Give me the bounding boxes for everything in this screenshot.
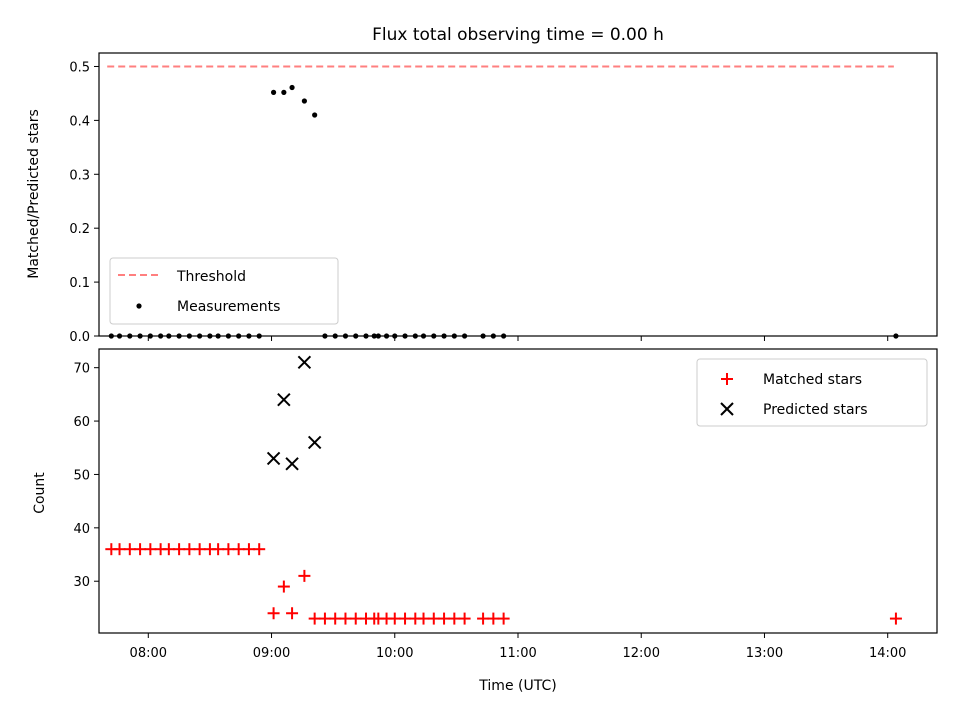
matched-star-point <box>889 612 902 625</box>
matched-star-point <box>123 543 136 556</box>
legend-measurements-swatch <box>136 303 142 309</box>
matched-star-point <box>388 612 401 625</box>
matched-star-point <box>448 612 461 625</box>
matched-star-point <box>427 612 440 625</box>
predicted-star-point <box>307 435 322 450</box>
matched-star-point <box>113 543 126 556</box>
y-tick-label: 50 <box>73 468 90 483</box>
matched-star-point <box>497 612 510 625</box>
matched-star-point <box>212 543 225 556</box>
matched-star-point <box>339 612 352 625</box>
measurement-point <box>301 98 307 104</box>
x-axis-label: Time (UTC) <box>478 678 556 694</box>
y-tick-label: 30 <box>73 575 90 590</box>
legend-predicted-swatch <box>720 402 734 416</box>
matched-star-point <box>144 543 157 556</box>
chart-title: Flux total observing time = 0.00 h <box>372 25 664 45</box>
bottom-legend: Matched stars Predicted stars <box>696 358 928 427</box>
legend-matched-label: Matched stars <box>763 372 862 388</box>
predicted-star-point <box>277 393 291 407</box>
x-tick-label: 13:00 <box>746 646 783 661</box>
bottom-y-ticks: 30 40 50 60 70 <box>73 362 99 590</box>
top-panel: Flux total observing time = 0.00 h Match… <box>26 25 938 345</box>
matched-star-point <box>173 543 186 556</box>
y-tick-label: 0.2 <box>69 222 90 237</box>
matched-star-point <box>193 543 206 556</box>
y-tick-label: 60 <box>73 415 90 430</box>
legend-threshold-label: Threshold <box>176 269 246 285</box>
y-tick-label: 0.0 <box>69 330 90 345</box>
matched-star-point <box>222 543 235 556</box>
legend-matched-swatch <box>721 373 733 385</box>
matched-star-point <box>298 569 311 582</box>
bottom-plot-area <box>105 355 902 625</box>
bottom-y-axis-label: Count <box>32 472 48 514</box>
top-y-ticks: 0.0 0.1 0.2 0.3 0.4 0.5 <box>69 60 99 345</box>
matched-star-point <box>458 612 471 625</box>
x-tick-label: 14:00 <box>869 646 906 661</box>
predicted-star-point <box>297 355 312 370</box>
bottom-panel: Count Time (UTC) 30 40 50 60 70 08:00 09:00 10… <box>32 348 938 694</box>
legend-measurements-label: Measurements <box>177 299 280 315</box>
x-tick-label: 09:00 <box>253 646 290 661</box>
matched-star-point <box>318 612 331 625</box>
matched-star-point <box>329 612 342 625</box>
predicted-star-point <box>266 451 281 466</box>
x-tick-label: 10:00 <box>376 646 413 661</box>
matched-star-point <box>438 612 451 625</box>
top-legend: Threshold Measurements <box>109 257 339 325</box>
top-y-axis-label: Matched/Predicted stars <box>26 109 42 279</box>
top-x-ticks <box>147 336 889 341</box>
matched-star-point <box>134 543 147 556</box>
bottom-legend-box <box>696 358 928 427</box>
y-tick-label: 0.1 <box>69 276 90 291</box>
x-tick-label: 11:00 <box>499 646 536 661</box>
matched-star-point <box>477 612 490 625</box>
matched-star-point <box>267 607 280 620</box>
matched-star-point <box>277 580 290 593</box>
x-tick-label: 12:00 <box>623 646 660 661</box>
matched-star-point <box>253 543 266 556</box>
legend-predicted-label: Predicted stars <box>763 402 868 418</box>
top-axes-frame <box>98 52 938 337</box>
y-tick-label: 70 <box>73 362 90 377</box>
matched-star-point <box>308 612 321 625</box>
matched-star-point <box>286 607 299 620</box>
measurement-point <box>312 112 318 118</box>
y-tick-label: 0.5 <box>69 60 90 75</box>
matched-star-point <box>487 612 500 625</box>
y-tick-label: 0.3 <box>69 168 90 183</box>
measurement-point <box>289 84 295 91</box>
predicted-star-point <box>285 457 299 471</box>
top-legend-box <box>109 257 339 325</box>
matched-star-point <box>399 612 412 625</box>
matched-star-point <box>232 543 245 556</box>
y-tick-label: 40 <box>73 522 90 537</box>
matched-star-point <box>162 543 175 556</box>
matched-star-point <box>417 612 430 625</box>
matched-star-point <box>242 543 255 556</box>
measurement-point <box>281 89 287 95</box>
matched-star-point <box>183 543 196 556</box>
x-tick-label: 08:00 <box>130 646 167 661</box>
y-tick-label: 0.4 <box>69 114 90 129</box>
bottom-x-ticks: 08:00 09:00 10:00 11:00 12:00 13:00 14:00 <box>130 633 906 661</box>
measurement-point <box>270 89 277 95</box>
matched-star-point <box>349 612 362 625</box>
bottom-axes-frame <box>98 348 938 634</box>
